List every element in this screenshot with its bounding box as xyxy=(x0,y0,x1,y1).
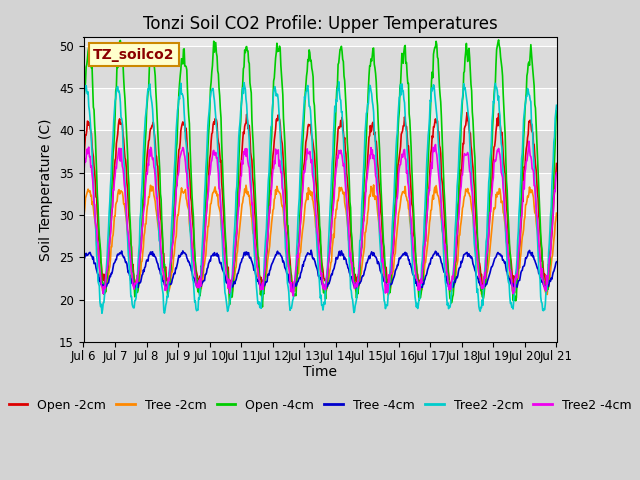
Open -2cm xyxy=(79,158,87,164)
Tree -2cm xyxy=(378,256,386,262)
Open -4cm xyxy=(392,198,399,204)
Tree -4cm xyxy=(211,250,218,255)
Y-axis label: Soil Temperature (C): Soil Temperature (C) xyxy=(39,119,53,261)
Tree2 -4cm xyxy=(210,147,218,153)
Tree -2cm xyxy=(392,239,400,244)
Open -4cm xyxy=(79,107,87,113)
Open -2cm xyxy=(137,247,145,252)
Tree -2cm xyxy=(370,182,378,188)
Open -4cm xyxy=(378,196,385,202)
Line: Tree -4cm: Tree -4cm xyxy=(83,250,557,288)
Open -2cm xyxy=(463,110,471,116)
Tree -4cm xyxy=(392,266,400,272)
Open -4cm xyxy=(553,108,561,114)
Line: Open -4cm: Open -4cm xyxy=(83,40,557,307)
Tree2 -2cm xyxy=(392,146,400,152)
Legend: Open -2cm, Tree -2cm, Open -4cm, Tree -4cm, Tree2 -2cm, Tree2 -4cm: Open -2cm, Tree -2cm, Open -4cm, Tree -4… xyxy=(3,394,637,417)
Open -4cm xyxy=(88,64,96,70)
Bar xyxy=(83,300,557,342)
Tree2 -2cm xyxy=(378,281,386,287)
Tree2 -4cm xyxy=(392,215,399,221)
Line: Tree2 -4cm: Tree2 -4cm xyxy=(83,141,557,296)
Open -2cm xyxy=(378,215,385,220)
Tree2 -2cm xyxy=(335,79,342,84)
Tree -2cm xyxy=(88,202,96,207)
Tree -4cm xyxy=(138,276,145,281)
Open -2cm xyxy=(210,119,218,125)
Open -2cm xyxy=(185,165,193,171)
Tree2 -2cm xyxy=(553,102,561,108)
Tree -2cm xyxy=(137,269,145,275)
Open -4cm xyxy=(137,237,145,242)
Tree2 -2cm xyxy=(138,192,145,197)
Tree -4cm xyxy=(101,286,109,291)
Open -4cm xyxy=(259,304,266,310)
Tree2 -4cm xyxy=(553,170,561,176)
Title: Tonzi Soil CO2 Profile: Upper Temperatures: Tonzi Soil CO2 Profile: Upper Temperatur… xyxy=(143,15,497,33)
Open -2cm xyxy=(392,208,399,214)
Tree -2cm xyxy=(258,293,266,299)
X-axis label: Time: Time xyxy=(303,365,337,379)
Tree -4cm xyxy=(79,260,87,266)
Line: Open -2cm: Open -2cm xyxy=(83,113,557,290)
Bar xyxy=(83,131,557,173)
Tree -4cm xyxy=(88,253,96,259)
Tree -2cm xyxy=(185,207,193,213)
Tree -4cm xyxy=(186,260,193,266)
Tree -4cm xyxy=(378,272,386,278)
Line: Tree -2cm: Tree -2cm xyxy=(83,185,557,296)
Open -4cm xyxy=(185,113,193,119)
Bar xyxy=(83,46,557,88)
Tree2 -2cm xyxy=(186,210,193,216)
Open -4cm xyxy=(210,38,218,44)
Tree2 -4cm xyxy=(378,243,385,249)
Tree -2cm xyxy=(553,210,561,216)
Tree2 -2cm xyxy=(88,150,96,156)
Tree2 -4cm xyxy=(79,172,87,178)
Tree -2cm xyxy=(79,211,87,217)
Tree -4cm xyxy=(553,259,561,264)
Tree2 -4cm xyxy=(88,171,96,177)
Open -4cm xyxy=(495,37,502,43)
Text: TZ_soilco2: TZ_soilco2 xyxy=(93,48,175,61)
Tree2 -4cm xyxy=(185,201,193,206)
Open -2cm xyxy=(88,144,96,149)
Bar xyxy=(83,215,557,257)
Tree2 -4cm xyxy=(525,138,532,144)
Tree2 -2cm xyxy=(211,97,218,103)
Tree2 -4cm xyxy=(289,293,297,299)
Open -2cm xyxy=(553,161,561,167)
Open -2cm xyxy=(227,287,234,293)
Tree2 -2cm xyxy=(98,311,106,316)
Tree -4cm xyxy=(307,247,315,253)
Tree -2cm xyxy=(210,189,218,195)
Tree2 -4cm xyxy=(137,246,145,252)
Line: Tree2 -2cm: Tree2 -2cm xyxy=(83,82,557,313)
Tree2 -2cm xyxy=(79,104,87,110)
